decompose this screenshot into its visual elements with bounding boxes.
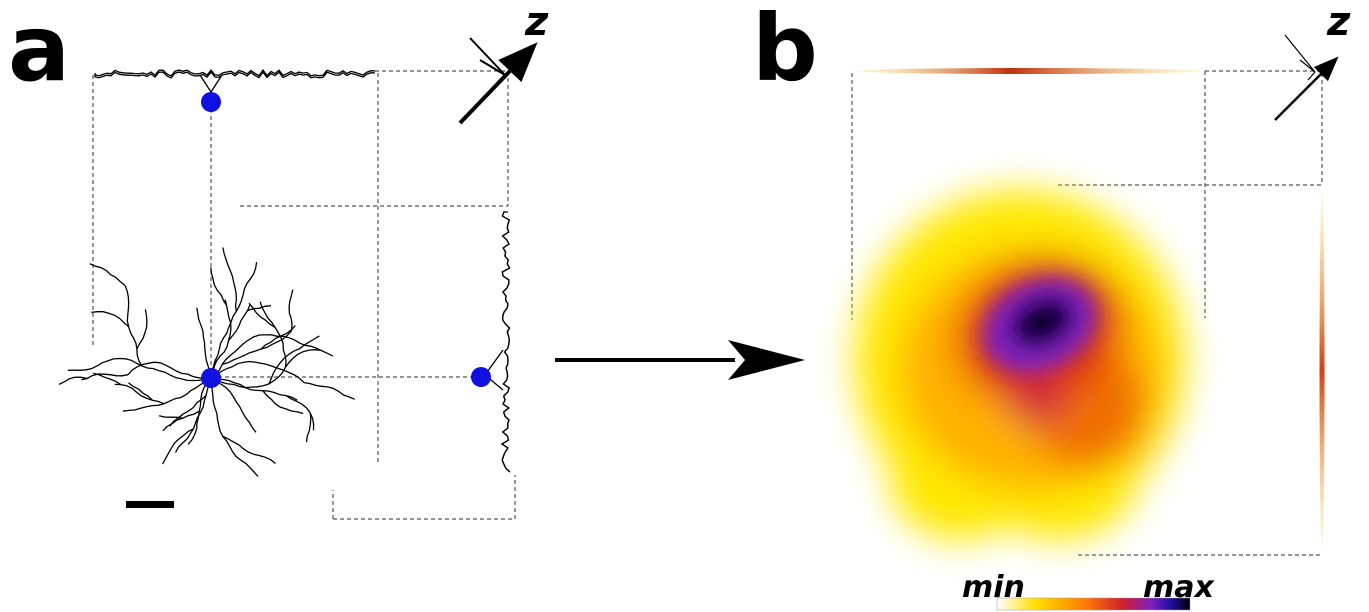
dendrite: [210, 377, 257, 433]
dendrite: [259, 301, 287, 368]
dendrite: [162, 428, 194, 465]
density-map: [855, 190, 1185, 540]
dendrite: [58, 376, 88, 385]
dendrite: [81, 373, 129, 381]
dendrite: [210, 360, 305, 384]
dendrite: [128, 382, 153, 401]
soma-marker: [201, 92, 221, 112]
soma-marker: [471, 367, 491, 387]
dendrite: [222, 247, 238, 312]
dendrite: [94, 69, 376, 77]
dendrite: [187, 377, 212, 445]
dendrite: [114, 383, 165, 405]
dendrite: [136, 309, 148, 350]
dendrite: [500, 211, 511, 473]
colorbar-max-label: max: [1143, 570, 1216, 605]
dendrite: [122, 377, 212, 412]
dendrite: [247, 305, 271, 312]
dendrite: [260, 325, 296, 350]
soma-marker: [201, 368, 221, 388]
axis-label: z: [524, 0, 549, 45]
dendrite: [210, 377, 298, 401]
dendrite: [158, 415, 183, 419]
dendrite: [285, 395, 315, 431]
dendrite: [210, 267, 228, 306]
dendrite: [210, 349, 322, 389]
dendrite: [210, 334, 334, 379]
dendrite: [124, 285, 143, 367]
axis-icon: [458, 37, 538, 125]
dendrite: [248, 302, 276, 329]
dendrite: [268, 335, 320, 385]
dendrite: [89, 263, 126, 286]
axis-label: z: [1326, 0, 1351, 45]
dendrite: [196, 307, 212, 379]
dendrite: [174, 377, 212, 453]
dendrite: [162, 410, 200, 432]
dendrite: [227, 304, 251, 342]
panel-label: a: [8, 0, 70, 102]
panel-label: b: [752, 0, 818, 102]
dendrite: [210, 377, 259, 477]
dendrite: [67, 357, 212, 382]
dendrite: [288, 289, 294, 331]
dendrite: [222, 435, 276, 465]
side-projection: [1319, 190, 1325, 550]
scale-bar: [126, 501, 174, 508]
dendrite: [303, 381, 355, 400]
colorbar-min-label: min: [962, 570, 1025, 605]
neuron-tracing: [58, 69, 511, 477]
dendrite: [305, 412, 312, 443]
top-projection: [853, 68, 1203, 74]
dendrite: [91, 311, 130, 328]
dendrite: [210, 262, 258, 379]
projection-guides: [92, 70, 516, 520]
arrow-head: [728, 340, 805, 380]
dendrite: [210, 299, 232, 379]
colorbar: [996, 597, 1191, 611]
dendrite: [127, 361, 212, 380]
dendrite: [94, 71, 376, 79]
axis-icon: [1274, 34, 1339, 121]
dendrite: [262, 390, 304, 415]
